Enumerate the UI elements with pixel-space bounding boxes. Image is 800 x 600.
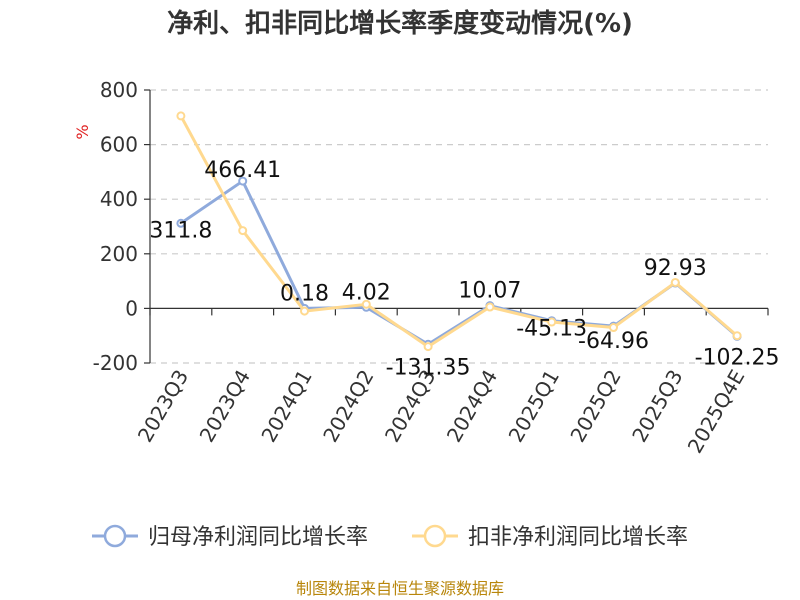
x-tick-label: 2025Q1: [504, 366, 564, 447]
data-point: [485, 302, 495, 312]
source-note: 制图数据来自恒生聚源数据库: [296, 579, 504, 598]
data-label: 0.18: [280, 281, 329, 306]
y-tick-label: 600: [100, 133, 138, 157]
y-tick-labels: 800 600 400 200 0 -200: [93, 78, 138, 375]
data-point: [361, 299, 371, 309]
x-tick-label: 2023Q4: [195, 366, 255, 447]
data-label: -45.13: [516, 317, 587, 342]
legend-item-1[interactable]: 扣非净利润同比增长率: [412, 524, 688, 550]
grid-lines: [144, 89, 768, 364]
data-point: [238, 226, 248, 236]
y-tick-label: 0: [125, 296, 138, 320]
data-point: [547, 317, 557, 327]
data-label: 4.02: [342, 280, 391, 305]
x-tick-label: 2025Q2: [565, 366, 625, 447]
legend-swatch-marker: [423, 524, 447, 548]
series-line-1: [179, 115, 739, 349]
data-label: 466.41: [204, 158, 281, 183]
data-label: 10.07: [458, 279, 521, 304]
y-tick-label: 400: [100, 187, 138, 211]
x-tick-label: 2025Q3: [627, 366, 687, 447]
x-tick-label: 2023Q3: [133, 366, 193, 447]
legend-swatch-marker: [103, 524, 127, 548]
x-tick-label: 2024Q2: [318, 366, 378, 447]
legend-item-0[interactable]: 归母净利润同比增长率: [92, 524, 368, 550]
series-layer: [176, 111, 742, 352]
data-label: 311.8: [149, 218, 212, 243]
data-point: [670, 277, 680, 287]
data-point: [609, 323, 618, 333]
data-point: [238, 176, 248, 186]
data-point: [732, 331, 742, 341]
legend-label: 归母净利润同比增长率: [148, 525, 368, 550]
x-tick-label: 2025Q4E: [683, 366, 750, 458]
data-label: -64.96: [578, 329, 649, 354]
data-label: -131.35: [386, 355, 471, 380]
legend[interactable]: 归母净利润同比增长率 扣非净利润同比增长率: [92, 524, 688, 550]
data-point: [300, 306, 309, 316]
chart-title: 净利、扣非同比增长率季度变动情况(%): [167, 8, 633, 39]
y-axis-unit: %: [73, 124, 92, 139]
data-point: [423, 342, 433, 352]
y-tick-label: 200: [100, 242, 138, 266]
data-label: -102.25: [695, 345, 780, 370]
data-labels: 311.8 466.41 0.18 4.02 -131.35 10.07 -45.13-64…: [149, 158, 779, 380]
data-point: [176, 111, 186, 121]
x-tick-label: 2024Q1: [256, 366, 316, 447]
data-point: [176, 218, 186, 228]
axes: [149, 90, 769, 363]
data-label: 92.93: [644, 256, 707, 281]
legend-label: 扣非净利润同比增长率: [468, 525, 688, 550]
y-tick-label: -200: [93, 351, 138, 375]
y-tick-label: 800: [100, 78, 138, 102]
